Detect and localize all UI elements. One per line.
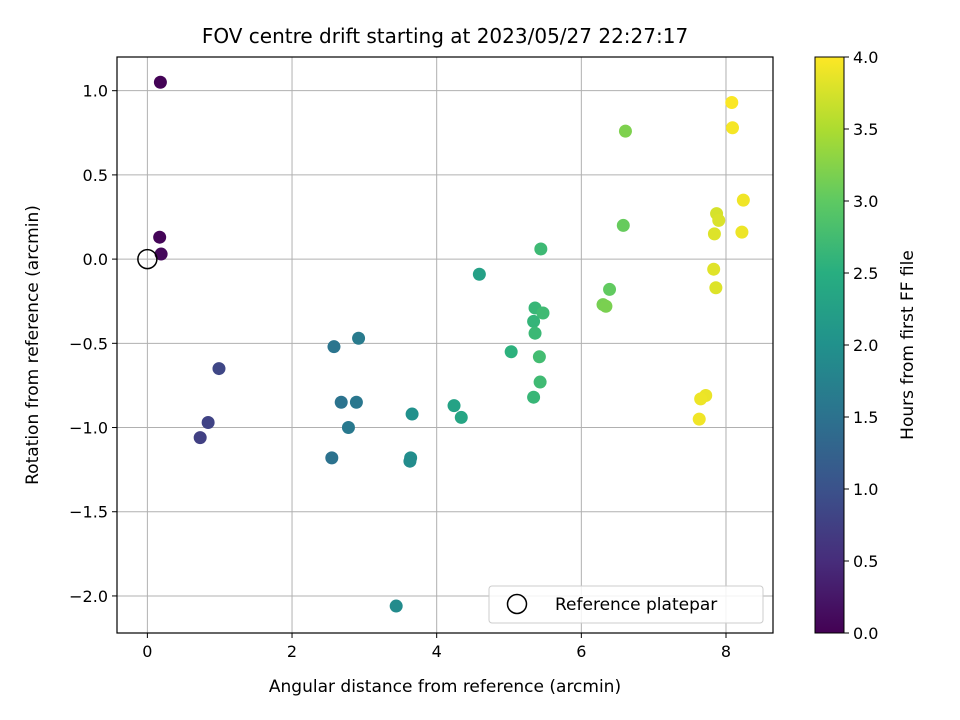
data-point xyxy=(341,421,355,435)
data-points xyxy=(153,75,750,613)
reference-circle-icon xyxy=(137,248,158,270)
x-tick-label: 0 xyxy=(142,642,152,661)
data-point xyxy=(349,395,363,409)
data-point xyxy=(725,95,739,109)
data-point xyxy=(327,340,341,354)
legend: Reference platepar xyxy=(488,585,764,624)
data-point xyxy=(709,281,723,295)
data-point xyxy=(352,331,366,345)
y-tick-label: −1.5 xyxy=(69,503,108,522)
data-point xyxy=(692,412,706,426)
colorbar-tick-label: 0.5 xyxy=(853,552,878,571)
colorbar-tick-label: 2.0 xyxy=(853,336,878,355)
data-point xyxy=(712,213,726,227)
colorbar-tick-label: 1.0 xyxy=(853,480,878,499)
data-point xyxy=(536,306,550,320)
colorbar-tick-label: 0.0 xyxy=(853,624,878,643)
x-axis-label: Angular distance from reference (arcmin) xyxy=(269,677,621,697)
data-point xyxy=(527,390,541,404)
colorbar-tick-label: 3.0 xyxy=(853,192,878,211)
legend-open-circle-icon xyxy=(506,593,528,615)
colorbar: 0.0 0.5 1.0 1.5 2.0 2.5 3.0 3.5 4.0 Hours from f… xyxy=(814,48,918,643)
data-point xyxy=(201,415,215,429)
data-point xyxy=(334,395,348,409)
y-tick-label: −0.5 xyxy=(69,334,108,353)
x-tick-label: 6 xyxy=(576,642,586,661)
plot-frame xyxy=(116,56,774,634)
y-axis-ticks: −2.0 −1.5 −1.0 −0.5 0.0 0.5 1.0 xyxy=(69,82,117,606)
y-tick-label: 0.5 xyxy=(83,166,108,185)
data-point xyxy=(534,242,548,256)
data-point xyxy=(599,299,613,313)
data-point xyxy=(212,362,226,376)
colorbar-tick-label: 3.5 xyxy=(853,120,878,139)
data-point xyxy=(154,247,168,261)
data-point xyxy=(153,230,167,244)
data-point xyxy=(193,431,207,445)
data-point xyxy=(389,599,403,613)
data-point xyxy=(403,454,417,468)
data-point xyxy=(405,407,419,421)
data-point xyxy=(694,392,708,406)
data-point xyxy=(472,267,486,281)
data-point xyxy=(533,375,547,389)
data-point xyxy=(735,225,749,239)
data-point xyxy=(454,410,468,424)
x-tick-label: 4 xyxy=(432,642,442,661)
colorbar-tick-label: 1.5 xyxy=(853,408,878,427)
data-point xyxy=(736,193,750,207)
data-point xyxy=(325,451,339,465)
colorbar-tick-label: 4.0 xyxy=(853,48,878,67)
legend-box xyxy=(488,585,764,624)
data-point xyxy=(707,262,721,276)
reference-marker xyxy=(137,248,158,270)
x-axis-ticks: 0 2 4 6 8 xyxy=(142,633,731,661)
data-point xyxy=(616,218,630,232)
data-point xyxy=(447,399,461,413)
colorbar-ticks: 0.0 0.5 1.0 1.5 2.0 2.5 3.0 3.5 4.0 xyxy=(844,48,878,643)
legend-label: Reference platepar xyxy=(555,595,717,615)
y-tick-label: −1.0 xyxy=(69,419,108,438)
y-tick-label: 0.0 xyxy=(83,250,108,269)
x-tick-label: 2 xyxy=(287,642,297,661)
y-tick-label: 1.0 xyxy=(83,82,108,101)
y-axis-label: Rotation from reference (arcmin) xyxy=(23,205,43,485)
colorbar-tick-label: 2.5 xyxy=(853,264,878,283)
data-point xyxy=(707,227,721,241)
colorbar-gradient xyxy=(814,56,845,634)
data-point xyxy=(153,75,167,89)
data-point xyxy=(603,282,617,296)
data-point xyxy=(504,345,518,359)
data-point xyxy=(527,314,541,328)
y-tick-label: −2.0 xyxy=(69,587,108,606)
colorbar-label: Hours from first FF file xyxy=(898,250,918,440)
data-point xyxy=(618,124,632,138)
data-point xyxy=(725,121,739,135)
data-point xyxy=(528,326,542,340)
data-point xyxy=(532,350,546,364)
x-tick-label: 8 xyxy=(721,642,731,661)
grid-lines xyxy=(117,57,773,633)
chart-title: FOV centre drift starting at 2023/05/27 … xyxy=(202,24,688,48)
